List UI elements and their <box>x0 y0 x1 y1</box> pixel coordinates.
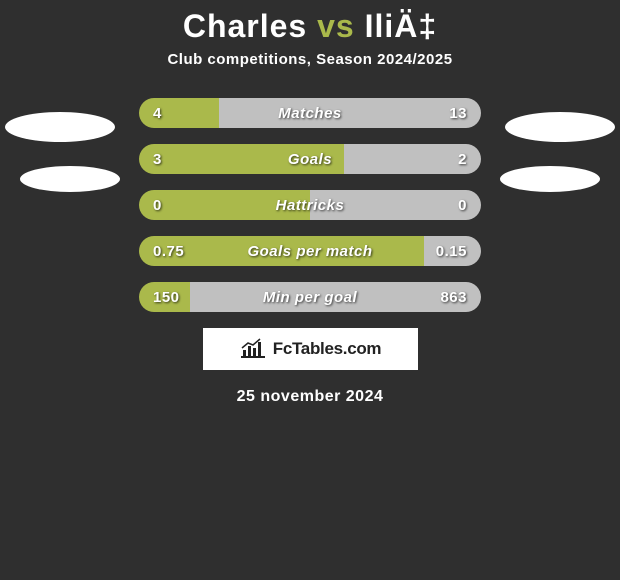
content: 413Matches 32Goals 00Hattricks 0.750.15Goal… <box>0 98 620 406</box>
avatar-right-1 <box>505 112 615 142</box>
title-player2: IliÄ‡ <box>365 8 438 44</box>
bars-container: 413Matches 32Goals 00Hattricks 0.750.15Goal… <box>139 98 481 312</box>
bar-label: Min per goal <box>139 289 481 306</box>
chart-icon <box>239 338 267 360</box>
title-player1: Charles <box>183 8 307 44</box>
bar-row: 413Matches <box>139 98 481 128</box>
bar-label: Matches <box>139 105 481 122</box>
bar-row: 150863Min per goal <box>139 282 481 312</box>
subtitle: Club competitions, Season 2024/2025 <box>0 51 620 68</box>
bar-row: 00Hattricks <box>139 190 481 220</box>
avatar-left-2 <box>20 166 120 192</box>
bar-row: 0.750.15Goals per match <box>139 236 481 266</box>
logo-box: FcTables.com <box>203 328 418 370</box>
avatar-right-2 <box>500 166 600 192</box>
bar-row: 32Goals <box>139 144 481 174</box>
date: 25 november 2024 <box>10 388 610 406</box>
logo-text: FcTables.com <box>273 339 382 359</box>
bar-label: Goals <box>139 151 481 168</box>
title: Charles vs IliÄ‡ <box>0 0 620 51</box>
avatar-left-1 <box>5 112 115 142</box>
bar-label: Goals per match <box>139 243 481 260</box>
title-vs: vs <box>317 8 355 44</box>
bar-label: Hattricks <box>139 197 481 214</box>
